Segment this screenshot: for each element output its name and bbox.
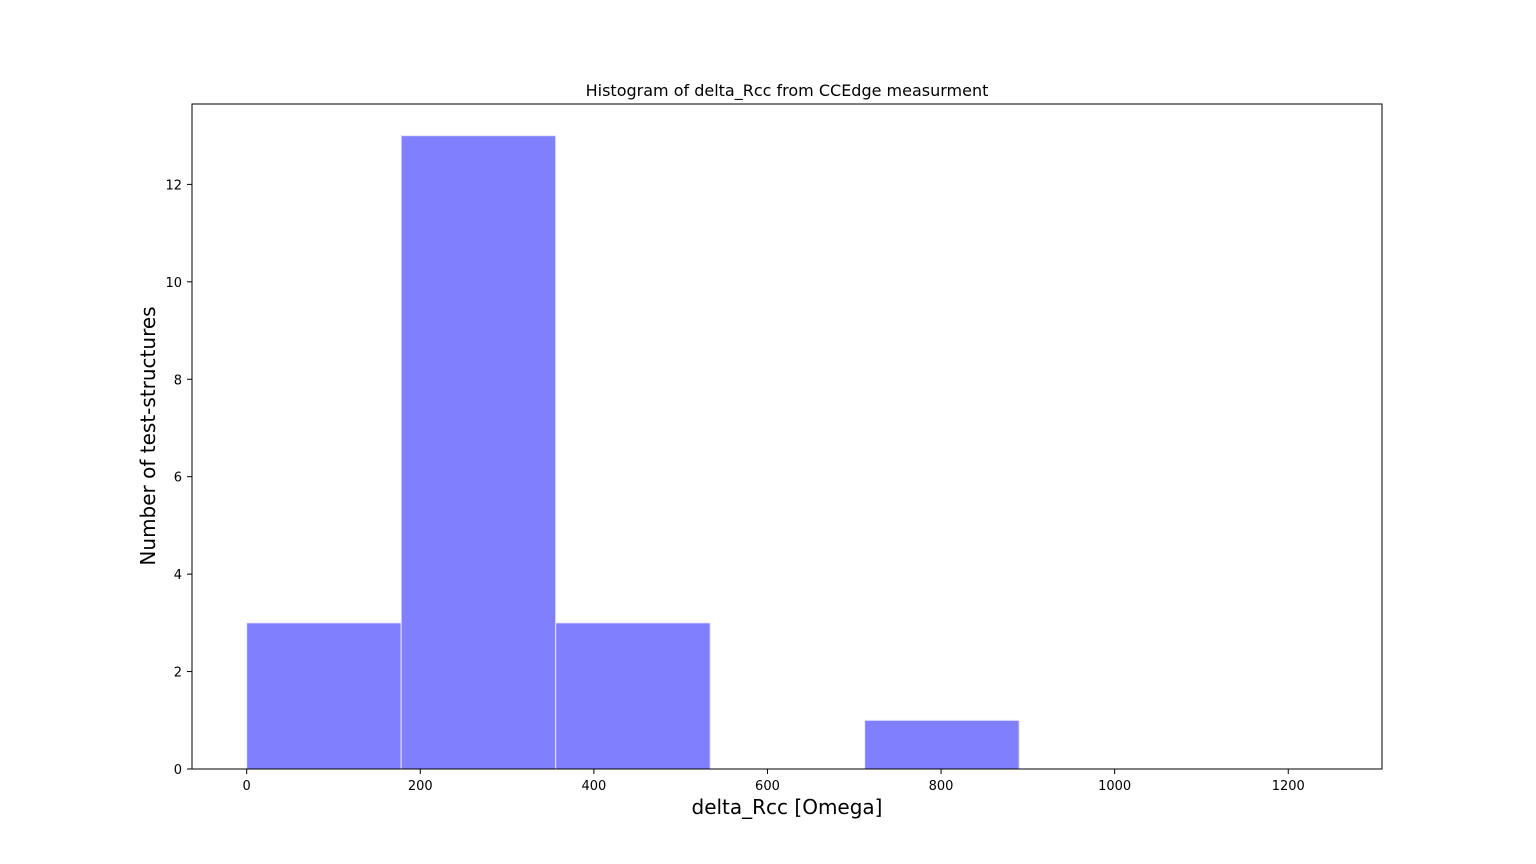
y-axis-ticks: 0 2 4 6 8 10 12 [165, 178, 192, 778]
y-tick-label: 0 [174, 763, 182, 778]
x-tick-label: 0 [243, 779, 251, 794]
plot-area-frame [191, 103, 1383, 770]
bars-group [246, 135, 1020, 770]
y-tick-label: 10 [165, 276, 182, 291]
x-tick-label: 1000 [1098, 779, 1131, 794]
x-tick-label: 200 [408, 779, 433, 794]
y-tick-label: 2 [174, 666, 182, 681]
y-tick-label: 6 [174, 471, 182, 486]
x-axis-ticks: 0 200 400 600 800 1000 1200 [243, 769, 1305, 794]
x-tick-label: 600 [755, 779, 780, 794]
y-tick-label: 12 [165, 178, 182, 193]
y-tick-label: 8 [174, 373, 182, 388]
chart-title: Histogram of delta_Rcc from CCEdge measu… [586, 81, 989, 101]
x-tick-label: 1200 [1272, 779, 1305, 794]
y-axis-label: Number of test-structures [136, 306, 160, 565]
histogram-bar-0 [246, 622, 402, 770]
histogram-bar-2 [555, 622, 711, 770]
x-axis-label: delta_Rcc [Omega] [692, 795, 883, 819]
histogram-bar-4 [864, 719, 1020, 770]
x-tick-label: 400 [581, 779, 606, 794]
histogram-bar-1 [400, 135, 557, 770]
y-tick-label: 4 [174, 568, 182, 583]
x-tick-label: 800 [929, 779, 954, 794]
